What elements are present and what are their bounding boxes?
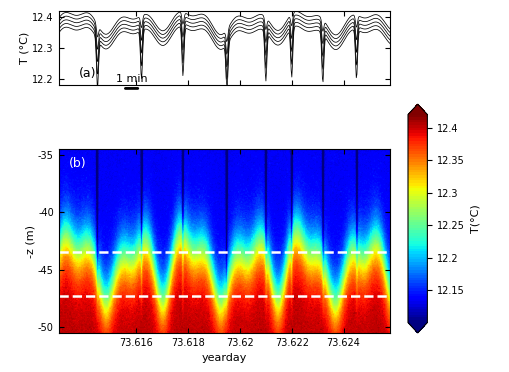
Text: 1 min: 1 min [116,74,147,84]
Y-axis label: T (°C): T (°C) [19,32,30,64]
X-axis label: yearday: yearday [202,353,246,363]
Text: (a): (a) [78,67,96,80]
PathPatch shape [407,323,427,333]
Y-axis label: T(°C): T(°C) [470,204,479,233]
Y-axis label: -z (m): -z (m) [25,225,35,257]
PathPatch shape [407,104,427,115]
Text: (b): (b) [69,157,86,170]
